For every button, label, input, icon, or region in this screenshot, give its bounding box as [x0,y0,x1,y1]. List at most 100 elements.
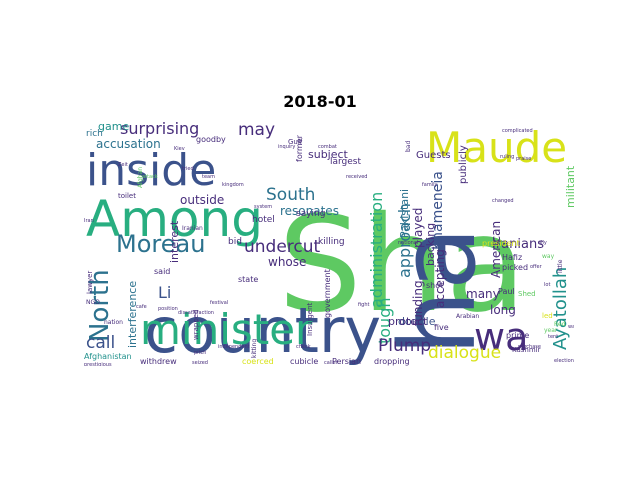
cloud-word: wall [568,324,574,330]
cloud-word: independent [218,344,250,350]
cloud-word: largest [330,157,361,167]
cloud-word: Kiev [174,146,185,152]
cloud-word: year [544,327,558,334]
cloud-word: minister [140,305,313,354]
cloud-word: president [482,239,520,248]
cloud-word: toilet [118,192,136,200]
cloud-word: call [86,333,115,353]
cloud-word: tent [548,334,558,340]
cloud-word: publicly [458,145,469,184]
cloud-word: many [466,287,500,301]
cloud-word: whose [268,255,306,269]
cloud-word: Among [86,190,263,248]
cloud-word: complicated [502,128,533,134]
cloud-word: wrapped [192,309,200,340]
cloud-word: ruling [500,154,514,160]
cloud-word: NGO [86,299,100,306]
cloud-word: dropping [374,357,410,366]
cloud-word: country [144,294,381,366]
cloud-word: goodby [196,135,226,144]
cloud-word: Moreau [116,230,205,258]
cloud-word: Shed [518,290,536,298]
cloud-word: game [98,120,129,133]
cloud-word: Afghanistan [84,352,132,361]
cloud-word: kingdom [222,182,244,188]
cloud-word: may [238,120,275,140]
cloud-word: North [85,269,115,342]
cloud-word: tough [375,298,394,345]
cloud-word: protect [388,315,428,328]
cloud-word: pitch [194,350,206,356]
cloud-word: Iranian [182,225,203,232]
cloud-word: family [422,182,437,188]
cloud-word: Arabian [456,313,479,320]
cloud-word: cafe [136,304,147,310]
cloud-word: prime [506,331,529,340]
cloud-word: ally [538,240,547,246]
cloud-word: killing [318,237,345,247]
cloud-word: festival [210,300,228,306]
cloud-word: approach [395,203,414,278]
cloud-word: accepting [433,249,447,308]
cloud-word: received [346,174,367,180]
cloud-word: interest [168,220,181,263]
cloud-word: system [254,204,272,210]
page-title: 2018-01 [283,92,357,111]
cloud-word: Red [554,321,566,328]
cloud-word: Iranians [492,237,544,252]
cloud-word: rich [86,129,103,139]
cloud-word: Afghan [137,167,144,188]
cloud-word: dialogue [428,343,501,363]
cloud-word: way [542,253,555,260]
cloud-word: five [434,323,449,332]
cloud-word: lawyer [86,271,94,294]
cloud-word: Zeit [118,162,128,168]
cloud-word: coerced [242,357,274,366]
cloud-word: bid [228,237,242,247]
cloud-word: double [398,315,436,328]
cloud-word: Sha [278,188,526,342]
cloud-word: resonates [280,204,339,218]
cloud-word: attack [142,174,158,180]
cloud-word: state [238,275,258,284]
cloud-word: government [323,269,332,318]
cloud-word: Persian [332,357,361,366]
cloud-word: Insurgent [306,302,314,336]
cloud-word: picked [502,263,528,272]
cloud-word: tried [182,166,194,172]
cloud-word: inside [86,145,216,196]
cloud-word: Plump [378,336,431,356]
cloud-word: team [202,174,215,180]
cloud-word: little [557,259,564,273]
cloud-word: national [398,240,418,246]
cloud-word: nation [104,319,123,326]
cloud-word: bad [405,141,412,152]
cloud-word: Pakistani [398,189,411,238]
cloud-word: offer [530,264,543,270]
cloud-word: lot [544,282,550,288]
cloud-word: led [542,312,553,320]
cloud-word: long [490,303,516,317]
cloud-word: outside [180,193,224,207]
cloud-word: Li [158,283,171,302]
cloud-word: inquiry [278,144,295,150]
cloud-word: Guests [416,150,451,161]
cloud-word: prestigious [84,362,112,366]
cloud-word: changed [492,198,514,204]
cloud-word: said [154,267,170,276]
cloud-word: administration [367,192,386,308]
cloud-word: Kashmir [512,346,541,354]
cloud-word: caller [324,360,339,366]
cloud-word: fight [358,302,369,308]
cloud-word: Paul [498,287,515,296]
cloud-word: Maude [426,123,567,172]
cloud-word: seized [192,360,208,366]
cloud-word: Ayatollah [550,267,571,350]
cloud-word: surprising [120,119,199,138]
cloud-word: saying [296,209,325,219]
cloud-word: militant [564,165,574,208]
cloud-word: subject [308,148,349,161]
cloud-word: Iran [84,218,94,224]
cloud-word: check [296,344,311,350]
